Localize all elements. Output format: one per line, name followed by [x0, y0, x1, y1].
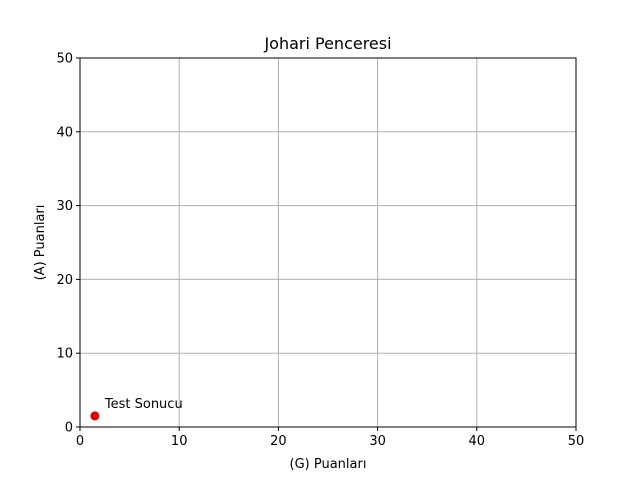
- plot-area-frame: [79, 57, 577, 428]
- x-tick-label: 0: [76, 434, 84, 449]
- y-tick-label: 20: [56, 273, 73, 288]
- grid-lines: [79, 57, 577, 428]
- y-tick-label: 10: [56, 347, 73, 362]
- point-annotation: Test Sonucu: [104, 397, 183, 412]
- x-tick-label: 10: [171, 434, 188, 449]
- x-axis-label: (G) Puanları: [290, 457, 367, 472]
- y-tick-label: 0: [65, 421, 73, 436]
- x-tick-label: 40: [469, 434, 486, 449]
- data-points: Test Sonucu: [90, 397, 183, 421]
- axis-ticks: 0 10 20 30 40 50 0 10 20 30 40 50: [56, 52, 584, 450]
- y-tick-label: 30: [56, 199, 73, 214]
- y-tick-label: 40: [56, 125, 73, 140]
- x-tick-label: 50: [568, 434, 585, 449]
- data-point: [90, 411, 100, 421]
- y-tick-label: 50: [56, 52, 73, 67]
- x-tick-label: 30: [369, 434, 386, 449]
- y-axis-label: (A) Puanları: [33, 205, 48, 281]
- chart-title: Johari Penceresi: [263, 34, 391, 53]
- x-tick-label: 20: [270, 434, 287, 449]
